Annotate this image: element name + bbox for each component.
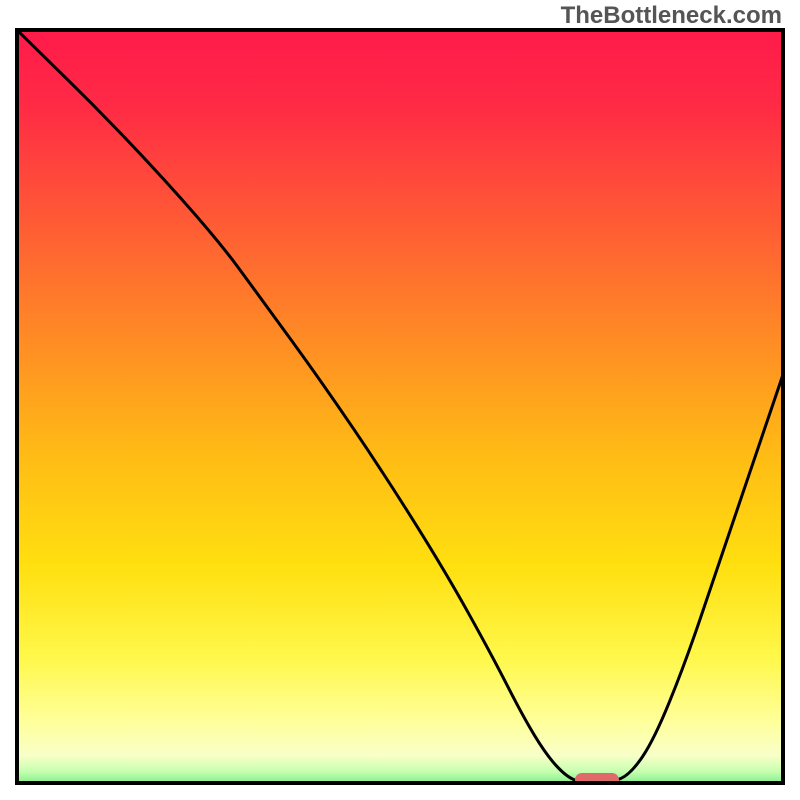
watermark-text: TheBottleneck.com bbox=[561, 2, 782, 30]
plot-border bbox=[15, 28, 785, 785]
bottleneck-chart: TheBottleneck.com bbox=[0, 0, 800, 800]
